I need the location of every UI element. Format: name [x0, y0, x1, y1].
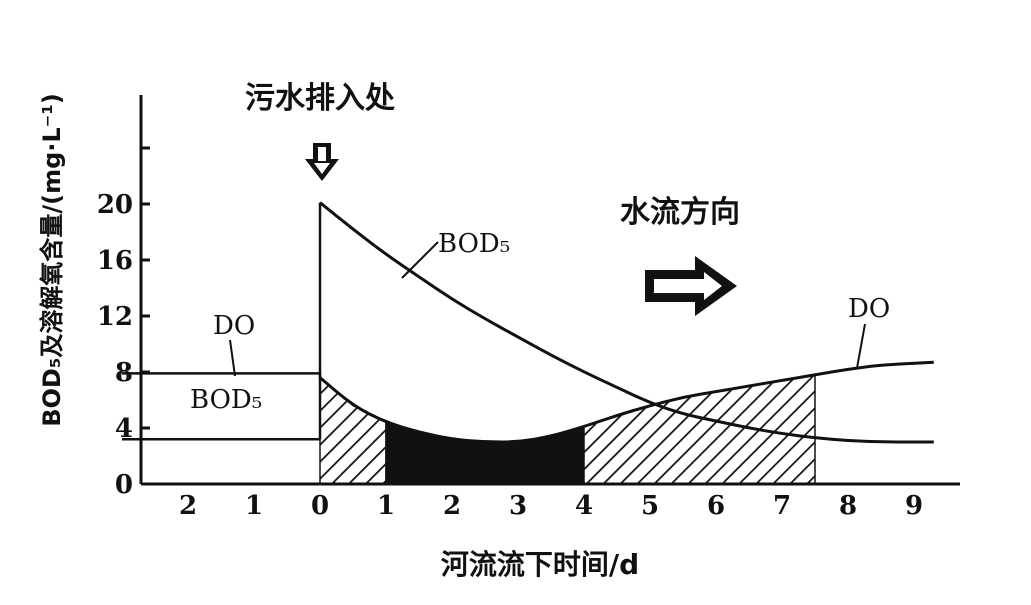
- do-series-line: [319, 360, 934, 444]
- right-arrow-icon: [645, 256, 737, 316]
- x-tick-label: 5: [641, 491, 659, 521]
- x-tick-label: 6: [707, 491, 725, 521]
- do-right-leader: [856, 323, 866, 369]
- y-axis-title: BOD₅及溶解氧含量/(mg·L⁻¹): [38, 93, 66, 427]
- x-tick-label: 7: [773, 491, 791, 521]
- bod-leader: [401, 241, 439, 279]
- do-right-label: DO: [848, 294, 890, 324]
- do-left-leader: [229, 339, 236, 377]
- x-tick-label: 9: [905, 491, 923, 521]
- x-tick-label: 2: [179, 491, 197, 521]
- y-tick-label: 20: [97, 190, 133, 220]
- shaded-region-3: [583, 373, 816, 485]
- y-tick-label: 0: [115, 470, 133, 500]
- bod-curve-label: BOD₅: [438, 229, 510, 259]
- x-tick-label: 8: [839, 491, 857, 521]
- y-tick-label: 4: [115, 414, 133, 444]
- y-tick-label: 16: [97, 246, 133, 276]
- shaded-region-1: [319, 376, 387, 485]
- x-axis-title: 河流流下时间/d: [441, 548, 639, 581]
- x-tick-label: 3: [509, 491, 527, 521]
- down-arrow-icon: [305, 143, 339, 181]
- bod5-series-line: [319, 201, 934, 444]
- x-tick-label: 0: [311, 491, 329, 521]
- x-tick-label: 2: [443, 491, 461, 521]
- x-tick-label: 4: [575, 491, 593, 521]
- bod-left-label: BOD₅: [190, 385, 262, 415]
- flow-direction-label: 水流方向: [620, 195, 740, 230]
- x-tick-label: 1: [377, 491, 395, 521]
- discharge-label: 污水排入处: [245, 81, 395, 116]
- x-tick-label: 1: [245, 491, 263, 521]
- y-tick-label: 12: [97, 302, 133, 332]
- do-left-label: DO: [213, 311, 255, 341]
